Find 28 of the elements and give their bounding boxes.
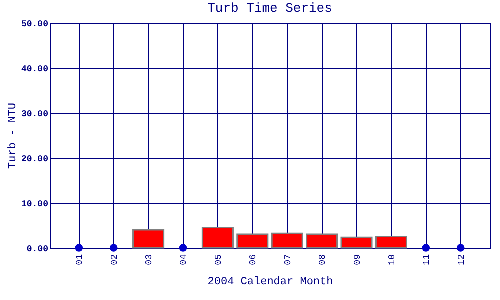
y-tick-label: 0.00 [26,244,48,254]
y-tick-label: 10.00 [21,200,48,210]
x-tick-label: 02 [110,254,120,266]
x-tick-label: 03 [144,254,155,266]
x-tick-label: 05 [214,254,224,266]
bar [202,227,234,249]
x-tick-label: 11 [422,254,432,266]
bar [375,236,408,249]
x-axis-title: 2004 Calendar Month [208,276,334,288]
chart-title: Turb Time Series [208,1,332,16]
y-tick-label: 30.00 [21,110,48,120]
x-tick-label: 09 [352,254,363,266]
x-tick-label: 12 [456,254,467,266]
x-tick-label: 04 [179,254,190,266]
x-tick-label: 07 [283,254,294,266]
x-tick-label: 10 [387,254,398,266]
bar [271,232,304,249]
bar [236,234,269,249]
y-tick-label: 40.00 [21,64,48,74]
bar [132,229,165,249]
y-axis-title: Turb - NTU [7,102,20,170]
x-tick-label: 01 [75,254,86,266]
x-tick-label: 08 [318,254,328,266]
bar [306,234,338,249]
bar [340,236,373,249]
y-tick-label: 20.00 [21,154,48,164]
x-tick-label: 06 [248,254,259,266]
y-tick-label: 50.00 [21,20,48,30]
